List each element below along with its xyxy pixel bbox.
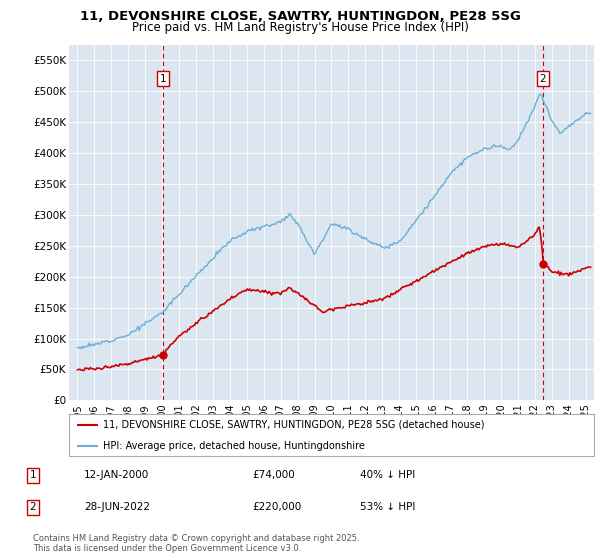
Text: £220,000: £220,000 (252, 502, 301, 512)
Text: 11, DEVONSHIRE CLOSE, SAWTRY, HUNTINGDON, PE28 5SG: 11, DEVONSHIRE CLOSE, SAWTRY, HUNTINGDON… (80, 10, 520, 22)
Text: £74,000: £74,000 (252, 470, 295, 480)
Text: Contains HM Land Registry data © Crown copyright and database right 2025.
This d: Contains HM Land Registry data © Crown c… (33, 534, 359, 553)
Text: HPI: Average price, detached house, Huntingdonshire: HPI: Average price, detached house, Hunt… (103, 441, 365, 451)
Text: 2: 2 (540, 74, 547, 84)
Text: 28-JUN-2022: 28-JUN-2022 (84, 502, 150, 512)
Text: 12-JAN-2000: 12-JAN-2000 (84, 470, 149, 480)
Text: 53% ↓ HPI: 53% ↓ HPI (360, 502, 415, 512)
Text: 11, DEVONSHIRE CLOSE, SAWTRY, HUNTINGDON, PE28 5SG (detached house): 11, DEVONSHIRE CLOSE, SAWTRY, HUNTINGDON… (103, 420, 485, 430)
Text: 2: 2 (29, 502, 37, 512)
Text: 40% ↓ HPI: 40% ↓ HPI (360, 470, 415, 480)
Text: 1: 1 (160, 74, 166, 84)
Text: Price paid vs. HM Land Registry's House Price Index (HPI): Price paid vs. HM Land Registry's House … (131, 21, 469, 34)
Text: 1: 1 (29, 470, 37, 480)
